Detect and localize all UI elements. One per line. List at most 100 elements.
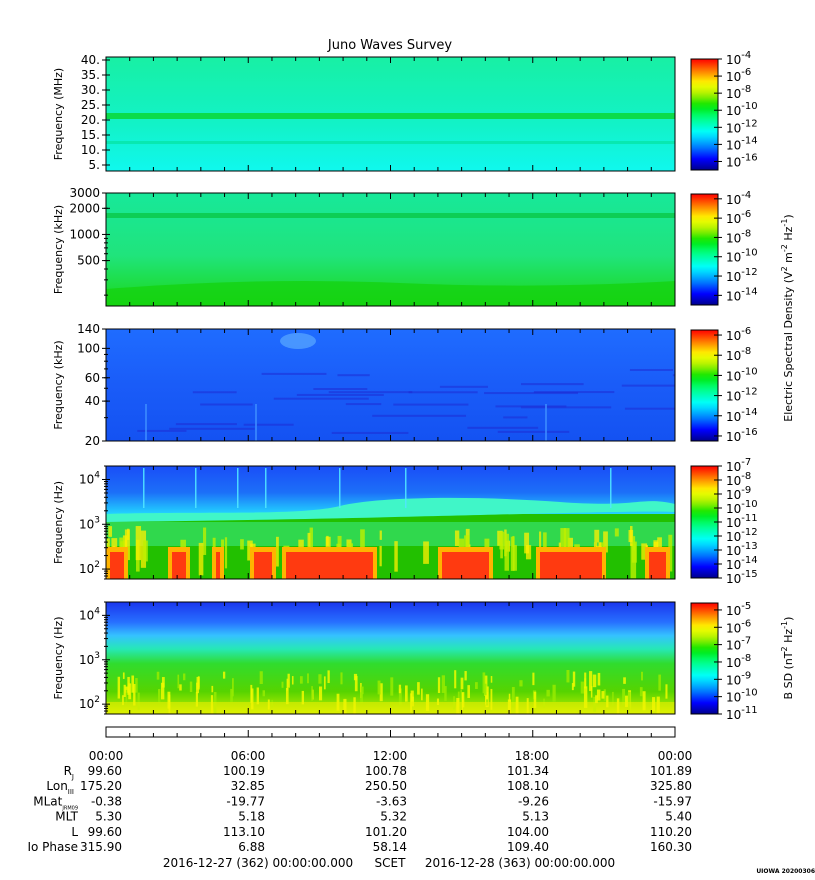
footer-scet-label: SCET (375, 856, 407, 870)
ephemeris-value: -19.77 (226, 794, 265, 808)
colorbar-tick-label: 10-8 (726, 346, 751, 363)
ephemeris-value: 101.20 (365, 825, 407, 839)
ephemeris-value: 109.40 (507, 840, 549, 854)
spectrogram-panel-5: 104 103 102 Frequency (Hz) (52, 601, 676, 715)
y-tick-label: 10. (81, 143, 100, 157)
y-tick-label: 103 (79, 515, 100, 531)
ephemeris-value: -15.97 (653, 794, 692, 808)
spectrogram-image-5 (106, 602, 675, 714)
colorbar-tick-label: 10-8 (726, 653, 751, 670)
ephemeris-value: 110.20 (650, 825, 692, 839)
ephemeris-value: 100.19 (223, 764, 265, 778)
y-tick-label: 500 (77, 254, 100, 268)
colorbar-tick-label: 10-12 (726, 387, 758, 404)
spectrogram-panel-1: 40.35.30.25.20.15.10.5. Frequency (MHz) (52, 53, 676, 172)
ephemeris-value: 32.85 (231, 779, 265, 793)
y-tick-label: 3000 (69, 186, 100, 200)
colorbar-tick-label: 10-6 (726, 326, 751, 343)
colorbar-tick-label: 10-13 (726, 541, 758, 558)
colorbar-tick-label: 10-16 (726, 152, 758, 169)
colorbar-tick-label: 10-10 (726, 101, 758, 118)
colorbar-3: 10-6 10-8 10-10 10-12 10-14 10-16 (690, 326, 758, 444)
colorbar-tick-label: 10-7 (726, 636, 751, 653)
colorbar-tick-label: 10-14 (726, 286, 758, 303)
ephemeris-value: 250.50 (365, 779, 407, 793)
colorbar-tick-label: 10-12 (726, 118, 758, 135)
ephemeris-value: 104.00 (507, 825, 549, 839)
colorbar-4: 10-710-810-910-1010-1110-1210-1310-1410-… (690, 457, 758, 586)
time-label: 18:00 (515, 749, 550, 763)
colorbar-tick-label: 10-16 (726, 427, 758, 444)
colorbar-tick-label: 10-14 (726, 407, 758, 424)
y-tick-label: 5. (89, 158, 100, 172)
colorbar-tick-label: 10-4 (726, 50, 751, 67)
colorbar-tick-label: 10-14 (726, 135, 758, 152)
ephemeris-value: 108.10 (507, 779, 549, 793)
y-tick-label: 20. (81, 113, 100, 127)
ephemeris-value: 175.20 (80, 779, 122, 793)
colorbar-tick-label: 10-12 (726, 527, 758, 544)
y-tick-label: 100 (77, 341, 100, 355)
y-tick-label: 40 (85, 394, 100, 408)
ephemeris-row-label: LonIII (46, 779, 74, 796)
y-tick-label: 20 (85, 434, 100, 448)
spectrogram-panel-4: 104 103 102 Frequency (Hz) (52, 465, 676, 580)
time-label: 12:00 (373, 749, 408, 763)
y-tick-label: 103 (79, 651, 100, 667)
colorbar-tick-label: 10-8 (726, 471, 751, 488)
ephemeris-value: 113.10 (223, 825, 265, 839)
y-axis-label: Frequency (Hz) (52, 481, 65, 564)
spectrogram-image-2 (106, 193, 675, 306)
colorbar-tick-label: 10-4 (726, 190, 751, 207)
colorbar-tick-label: 10-10 (726, 688, 758, 705)
ephemeris-value: 99.60 (88, 825, 122, 839)
time-label: 00:00 (89, 749, 124, 763)
colorbar-tick-label: 10-10 (726, 366, 758, 383)
ephemeris-value: 160.30 (650, 840, 692, 854)
ephemeris-value: 5.30 (95, 810, 122, 824)
spectrogram-panel-3: 140 100 60 40 20 Frequency (kHz) (52, 322, 676, 448)
ephemeris-value: 325.80 (650, 779, 692, 793)
y-axis-label: Frequency (kHz) (52, 205, 65, 294)
y-tick-label: 40. (81, 53, 100, 67)
y-tick-label: 104 (79, 606, 100, 622)
efield-colorbar-label: Electric Spectral Density (V2 m-2 Hz-1) (780, 214, 795, 421)
colorbar-tick-label: 10-7 (726, 457, 751, 474)
y-tick-label: 102 (79, 560, 100, 576)
ephemeris-value: 101.34 (507, 764, 549, 778)
colorbar-tick-label: 10-12 (726, 267, 758, 284)
y-tick-label: 30. (81, 83, 100, 97)
time-label: 00:00 (658, 749, 693, 763)
ephemeris-value: 101.89 (650, 764, 692, 778)
ephemeris-row-label: MLatJRM09 (33, 794, 78, 811)
footer-stamp: UIOWA 20200306 (756, 868, 815, 875)
spectrogram-image-4 (106, 466, 675, 579)
colorbar-tick-label: 10-6 (726, 67, 751, 84)
y-axis-label: Frequency (kHz) (52, 340, 65, 429)
colorbar-tick-label: 10-6 (726, 618, 751, 635)
y-tick-label: 15. (81, 128, 100, 142)
ephemeris-row-label: RJ (64, 764, 74, 781)
ephemeris-value: -3.63 (376, 794, 407, 808)
ephemeris-value: 100.78 (365, 764, 407, 778)
colorbar-tick-label: 10-5 (726, 601, 751, 618)
spectrogram-image-3 (106, 329, 675, 441)
colorbar-tick-label: 10-8 (726, 84, 751, 101)
time-axis-strip (105, 726, 676, 738)
y-axis-label: Frequency (Hz) (52, 617, 65, 700)
ephemeris-value: 5.40 (665, 810, 692, 824)
ephemeris-value: 6.88 (238, 840, 265, 854)
footer-end-time: 2016-12-28 (363) 00:00:00.000 (425, 856, 615, 870)
ephemeris-value: 5.32 (380, 810, 407, 824)
y-tick-label: 60 (85, 371, 100, 385)
footer-start-time: 2016-12-27 (362) 00:00:00.000 (163, 856, 353, 870)
y-tick-label: 2000 (69, 201, 100, 215)
colorbar-tick-label: 10-14 (726, 555, 758, 572)
y-tick-label: 140 (77, 322, 100, 336)
colorbar-2: 10-4 10-6 10-8 10-10 10-12 10-14 (690, 190, 758, 306)
y-tick-label: 35. (81, 68, 100, 82)
